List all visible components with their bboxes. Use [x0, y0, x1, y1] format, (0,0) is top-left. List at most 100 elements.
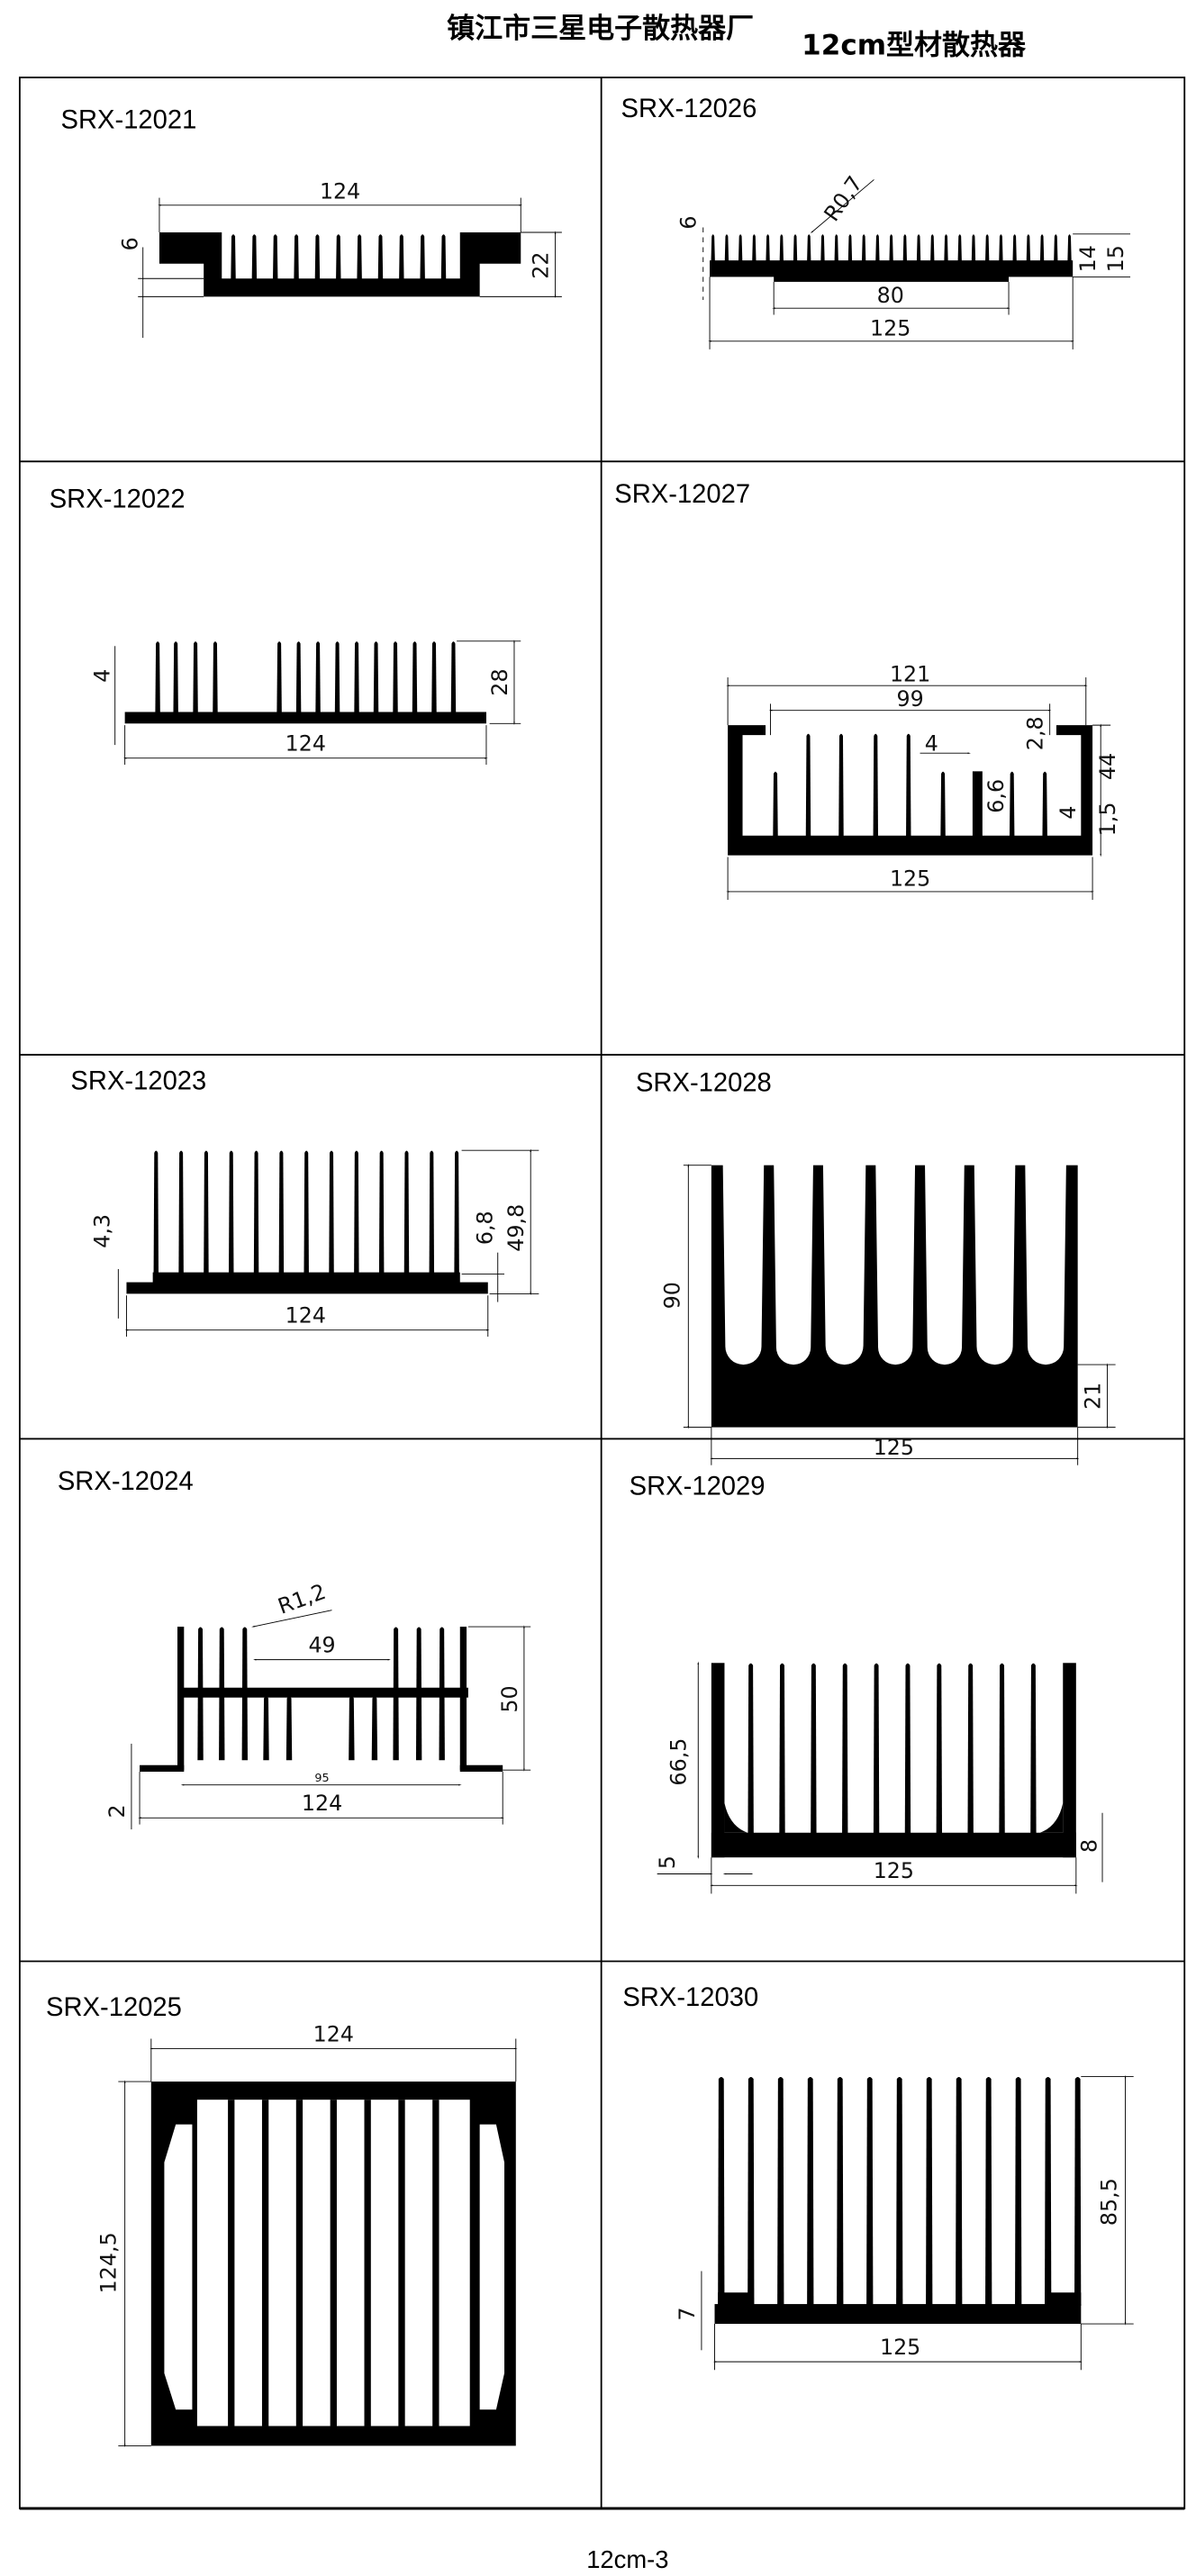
side-slot: [479, 2124, 505, 2410]
heatsink-fin: [263, 1696, 269, 1761]
fin-slot: [974, 1163, 1016, 1365]
product-cell-srx-12030: SRX-12030 85,5 7 125: [622, 1983, 1134, 2371]
product-cell-srx-12028: SRX-12028 90 21 125: [636, 1068, 1116, 1465]
dimension-label: 124,5: [96, 2232, 122, 2293]
heatsink-fin: [229, 1150, 234, 1274]
model-label: SRX-12022: [50, 485, 186, 514]
dimension-label: 1,5: [1095, 802, 1120, 836]
dimension-label: 5: [655, 1855, 680, 1869]
heatsink-fin: [393, 641, 398, 714]
channel-fin: [295, 2100, 304, 2426]
heatsink-frame: [728, 725, 1093, 856]
model-label: SRX-12021: [60, 106, 196, 135]
heatsink-fin: [957, 234, 962, 262]
heatsink-fin: [866, 2077, 874, 2306]
heatsink-fin: [748, 2077, 755, 2306]
product-cell-srx-12024: SRX-12024 R1,2 49 50 95 124 2: [58, 1467, 531, 1830]
heatsink-fin: [315, 641, 321, 714]
heatsink-fin: [294, 234, 299, 281]
heatsink-fin: [431, 641, 437, 714]
dimension-label: 4,3: [89, 1214, 114, 1248]
heatsink-fin: [896, 2077, 903, 2306]
heatsink-fin: [766, 234, 770, 262]
fin-slot: [875, 1163, 916, 1365]
dimension-label: 85,5: [1097, 2178, 1122, 2226]
dimension-label: 44: [1095, 753, 1120, 780]
fin-slot: [774, 1163, 813, 1365]
heatsink-fin: [985, 234, 990, 262]
heatsink-fin: [1012, 234, 1017, 262]
heatsink-fin: [334, 641, 340, 714]
dimension-label: 66,5: [666, 1738, 692, 1786]
dimension-label: 124: [313, 2021, 354, 2046]
heatsink-fin: [204, 1150, 209, 1274]
heatsink-fin: [1067, 234, 1072, 262]
dimension-label: 6: [676, 215, 702, 229]
heatsink-fin: [773, 771, 778, 838]
product-cell-srx-12021: SRX-12021 124 6 22: [60, 106, 562, 339]
dimension-label: 80: [877, 283, 904, 308]
fillet-corner: [724, 1802, 748, 1833]
heatsink-fin: [378, 1150, 385, 1274]
heatsink-fin: [834, 234, 838, 262]
heatsink-fin: [930, 234, 935, 262]
fin-slots: [722, 1163, 1066, 1365]
dimension-label: 49,8: [503, 1204, 529, 1252]
heatsink-fin: [752, 234, 757, 262]
dimension-label: 21: [1080, 1383, 1105, 1410]
heatsink-fin: [779, 1663, 785, 1835]
channel-fin: [364, 2100, 371, 2426]
heatsink-fin: [285, 1696, 293, 1761]
product-cell-srx-12026: SRX-12026 R0,7 6 80 125 14 15: [621, 95, 1131, 349]
dimension-label: 15: [1103, 245, 1128, 272]
dimension-label: 125: [870, 315, 911, 340]
heatsink-fin: [738, 234, 743, 262]
heatsink-fin: [304, 1150, 309, 1274]
heatsink-fin: [873, 733, 879, 838]
heatsink-fin: [873, 1663, 880, 1835]
company-name: 镇江市三星电子散热器厂: [447, 13, 754, 45]
heatsink-wall: [1063, 1663, 1076, 1858]
dimension-label: R1,2: [275, 1579, 329, 1619]
heatsink-fin: [779, 234, 784, 262]
dimension-label: 95: [314, 1772, 329, 1785]
dimension-label: 124: [285, 1302, 326, 1328]
side-slot: [164, 2124, 193, 2410]
product-cell-srx-12023: SRX-12023 4,3 6,8 49,8 124: [70, 1066, 539, 1337]
heatsink-fin: [278, 1150, 285, 1274]
heatsink-fin: [440, 234, 447, 281]
dimension-label: 124: [320, 179, 360, 204]
product-table: [18, 77, 1186, 2510]
heatsink-fin: [354, 641, 359, 714]
heatsink-fin: [999, 234, 1003, 262]
heatsink-fin: [429, 1150, 435, 1274]
dimension-label: 125: [874, 1858, 914, 1883]
heatsink-fin: [231, 234, 236, 281]
dimension-label: 125: [890, 866, 930, 892]
heatsink-fin: [393, 1627, 399, 1761]
heatsink-fin: [793, 234, 798, 262]
heatsink-fin: [251, 234, 258, 281]
channel-fin: [432, 2100, 439, 2426]
heatsink-base: [126, 1282, 488, 1294]
heatsink-fin: [748, 1663, 754, 1835]
fin-slot: [822, 1163, 866, 1365]
heatsink-fin: [454, 1150, 459, 1274]
heatsink-fin: [219, 1627, 225, 1761]
heatsink-fin: [956, 2077, 963, 2306]
heatsink-fin: [1042, 771, 1047, 838]
heatsink-fin: [904, 1663, 911, 1835]
heatsink-fin: [807, 2077, 814, 2306]
model-label: SRX-12024: [58, 1467, 194, 1496]
heatsink-fin: [336, 234, 341, 281]
heatsink-fin: [842, 1663, 848, 1835]
heatsink-fin: [415, 1627, 422, 1761]
heatsink-fin: [820, 234, 825, 262]
channel-fin: [228, 2100, 235, 2426]
heatsink-fin: [153, 1150, 159, 1274]
heatsink-fin: [276, 641, 282, 714]
heatsink-fin: [847, 234, 853, 262]
side-pocket-fill: [718, 2292, 753, 2306]
heatsink-wall: [177, 1627, 185, 1771]
